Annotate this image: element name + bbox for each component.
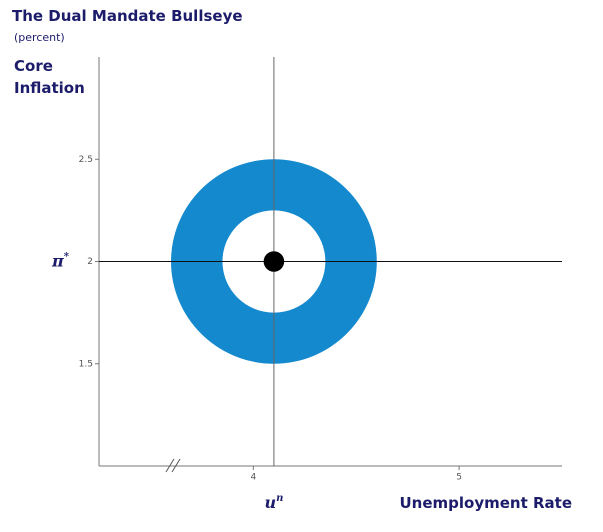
y-axis-label: Inflation: [14, 79, 85, 97]
center-dot: [263, 251, 285, 272]
x-tick-label: 4: [250, 473, 256, 483]
chart-title: The Dual Mandate Bullseye: [12, 7, 243, 25]
y-tick-label: 1.5: [79, 359, 93, 369]
x-reference-symbol: u: [264, 493, 276, 512]
x-axis-label: Unemployment Rate: [399, 494, 572, 512]
axis-break: [165, 458, 181, 473]
y-tick-label: 2.5: [79, 155, 93, 165]
y-reference-superscript: *: [64, 252, 70, 263]
y-axis-label: Core: [14, 57, 53, 75]
y-reference-symbol: π: [51, 252, 64, 271]
y-tick-label: 2: [87, 257, 93, 267]
chart-subtitle: (percent): [14, 31, 65, 44]
x-reference-label: un: [264, 493, 283, 512]
x-reference-superscript: n: [276, 493, 283, 504]
x-tick-label: 5: [456, 473, 462, 483]
y-reference-label: π*: [51, 252, 70, 271]
